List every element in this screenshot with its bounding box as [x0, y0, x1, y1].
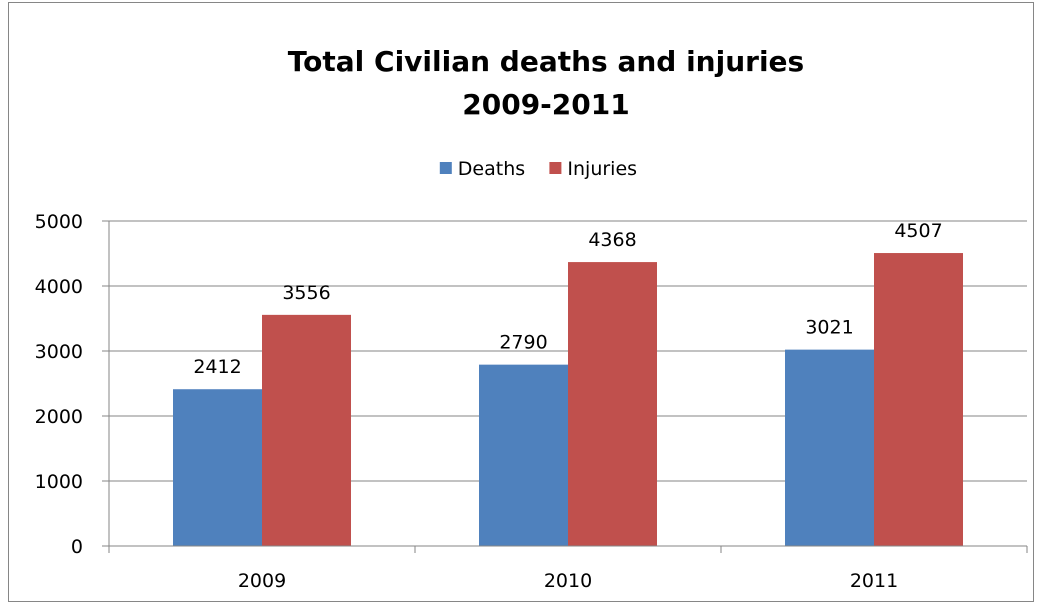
bar-injuries-2009: [262, 314, 351, 546]
legend-label-deaths: Deaths: [458, 158, 525, 180]
data-label: 2790: [499, 332, 547, 354]
chart-title: Total Civilian deaths and injuries 2009-…: [288, 45, 804, 121]
y-axis-ticks: 0 1000 2000 3000 4000 5000: [35, 211, 109, 558]
legend-swatch-deaths: [439, 162, 452, 174]
y-tick-label: 5000: [35, 211, 83, 233]
data-label: 3556: [282, 282, 330, 304]
x-tick-label: 2009: [238, 570, 286, 592]
y-tick-label: 0: [71, 536, 83, 558]
bar-deaths-2011: [785, 349, 874, 546]
data-label: 4368: [588, 229, 636, 251]
y-tick-label: 2000: [35, 406, 83, 428]
bars: [173, 253, 963, 547]
data-label: 3021: [805, 317, 853, 339]
bar-injuries-2010: [568, 262, 657, 546]
y-tick-label: 3000: [35, 341, 83, 363]
legend: Deaths Injuries: [439, 158, 637, 180]
chart-subtitle: 2009-2011: [462, 88, 629, 121]
x-axis: 2009 2010 2011: [108, 221, 1028, 592]
data-label: 2412: [193, 356, 241, 378]
x-tick-label: 2010: [544, 570, 592, 592]
bar-deaths-2009: [173, 389, 262, 546]
bar-deaths-2010: [479, 364, 568, 546]
y-tick-label: 1000: [35, 471, 83, 493]
chart-title-line1: Total Civilian deaths and injuries: [288, 45, 804, 78]
x-tick-label: 2011: [850, 570, 898, 592]
data-label: 4507: [894, 220, 942, 242]
legend-label-injuries: Injuries: [567, 158, 637, 180]
bar-injuries-2011: [874, 253, 963, 547]
legend-swatch-injuries: [549, 162, 562, 174]
y-tick-label: 4000: [35, 276, 83, 298]
data-labels: 2412 3556 2790 4368 3021 4507: [193, 220, 942, 378]
